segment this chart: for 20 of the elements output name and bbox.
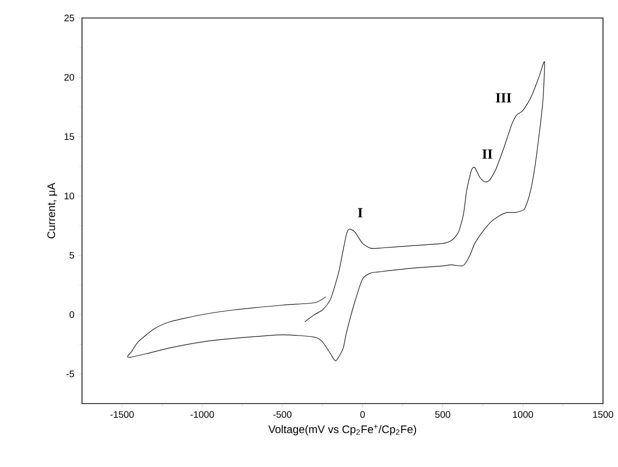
y-tick-label: 10 — [64, 192, 74, 200]
annotation: II — [482, 150, 492, 159]
x-axis-title: Voltage(mV vs Cp$_{2}$Fe$^{+}$/Cp$_{2}$Fe) — [268, 424, 416, 436]
x-tick-label: -1500 — [110, 411, 134, 418]
line-series — [127, 62, 545, 362]
y-tick-label: -5 — [66, 370, 74, 378]
x-tick-label: 1000 — [513, 411, 534, 418]
y-tick-label: 0 — [70, 311, 74, 318]
x-tick-label: 500 — [435, 411, 450, 418]
y-tick-label: 5 — [70, 252, 74, 259]
x-tick-label: 1500 — [593, 411, 614, 418]
x-tick-label: -500 — [273, 411, 292, 418]
y-tick-label: 25 — [64, 14, 74, 22]
x-tick-label: -1000 — [190, 411, 214, 418]
x-tick-label: 0 — [360, 411, 365, 418]
y-tick-label: 20 — [64, 74, 74, 81]
y-tick-label: 15 — [64, 133, 74, 140]
y-axis-title: Current, μA — [47, 182, 58, 238]
annotation: I — [358, 208, 362, 218]
annotation: III — [496, 93, 512, 102]
